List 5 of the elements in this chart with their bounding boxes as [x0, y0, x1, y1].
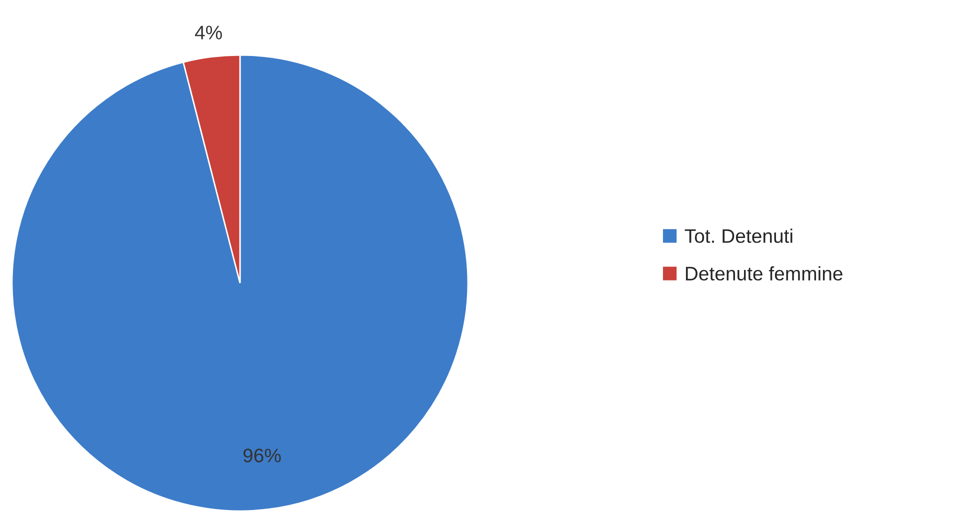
- pie-slice: [11, 54, 469, 512]
- data-label: 4%: [194, 26, 222, 40]
- legend-label: Tot. Detenuti: [684, 228, 792, 243]
- legend-label: Detenute femmine: [686, 266, 842, 281]
- data-label: 96%: [243, 448, 281, 462]
